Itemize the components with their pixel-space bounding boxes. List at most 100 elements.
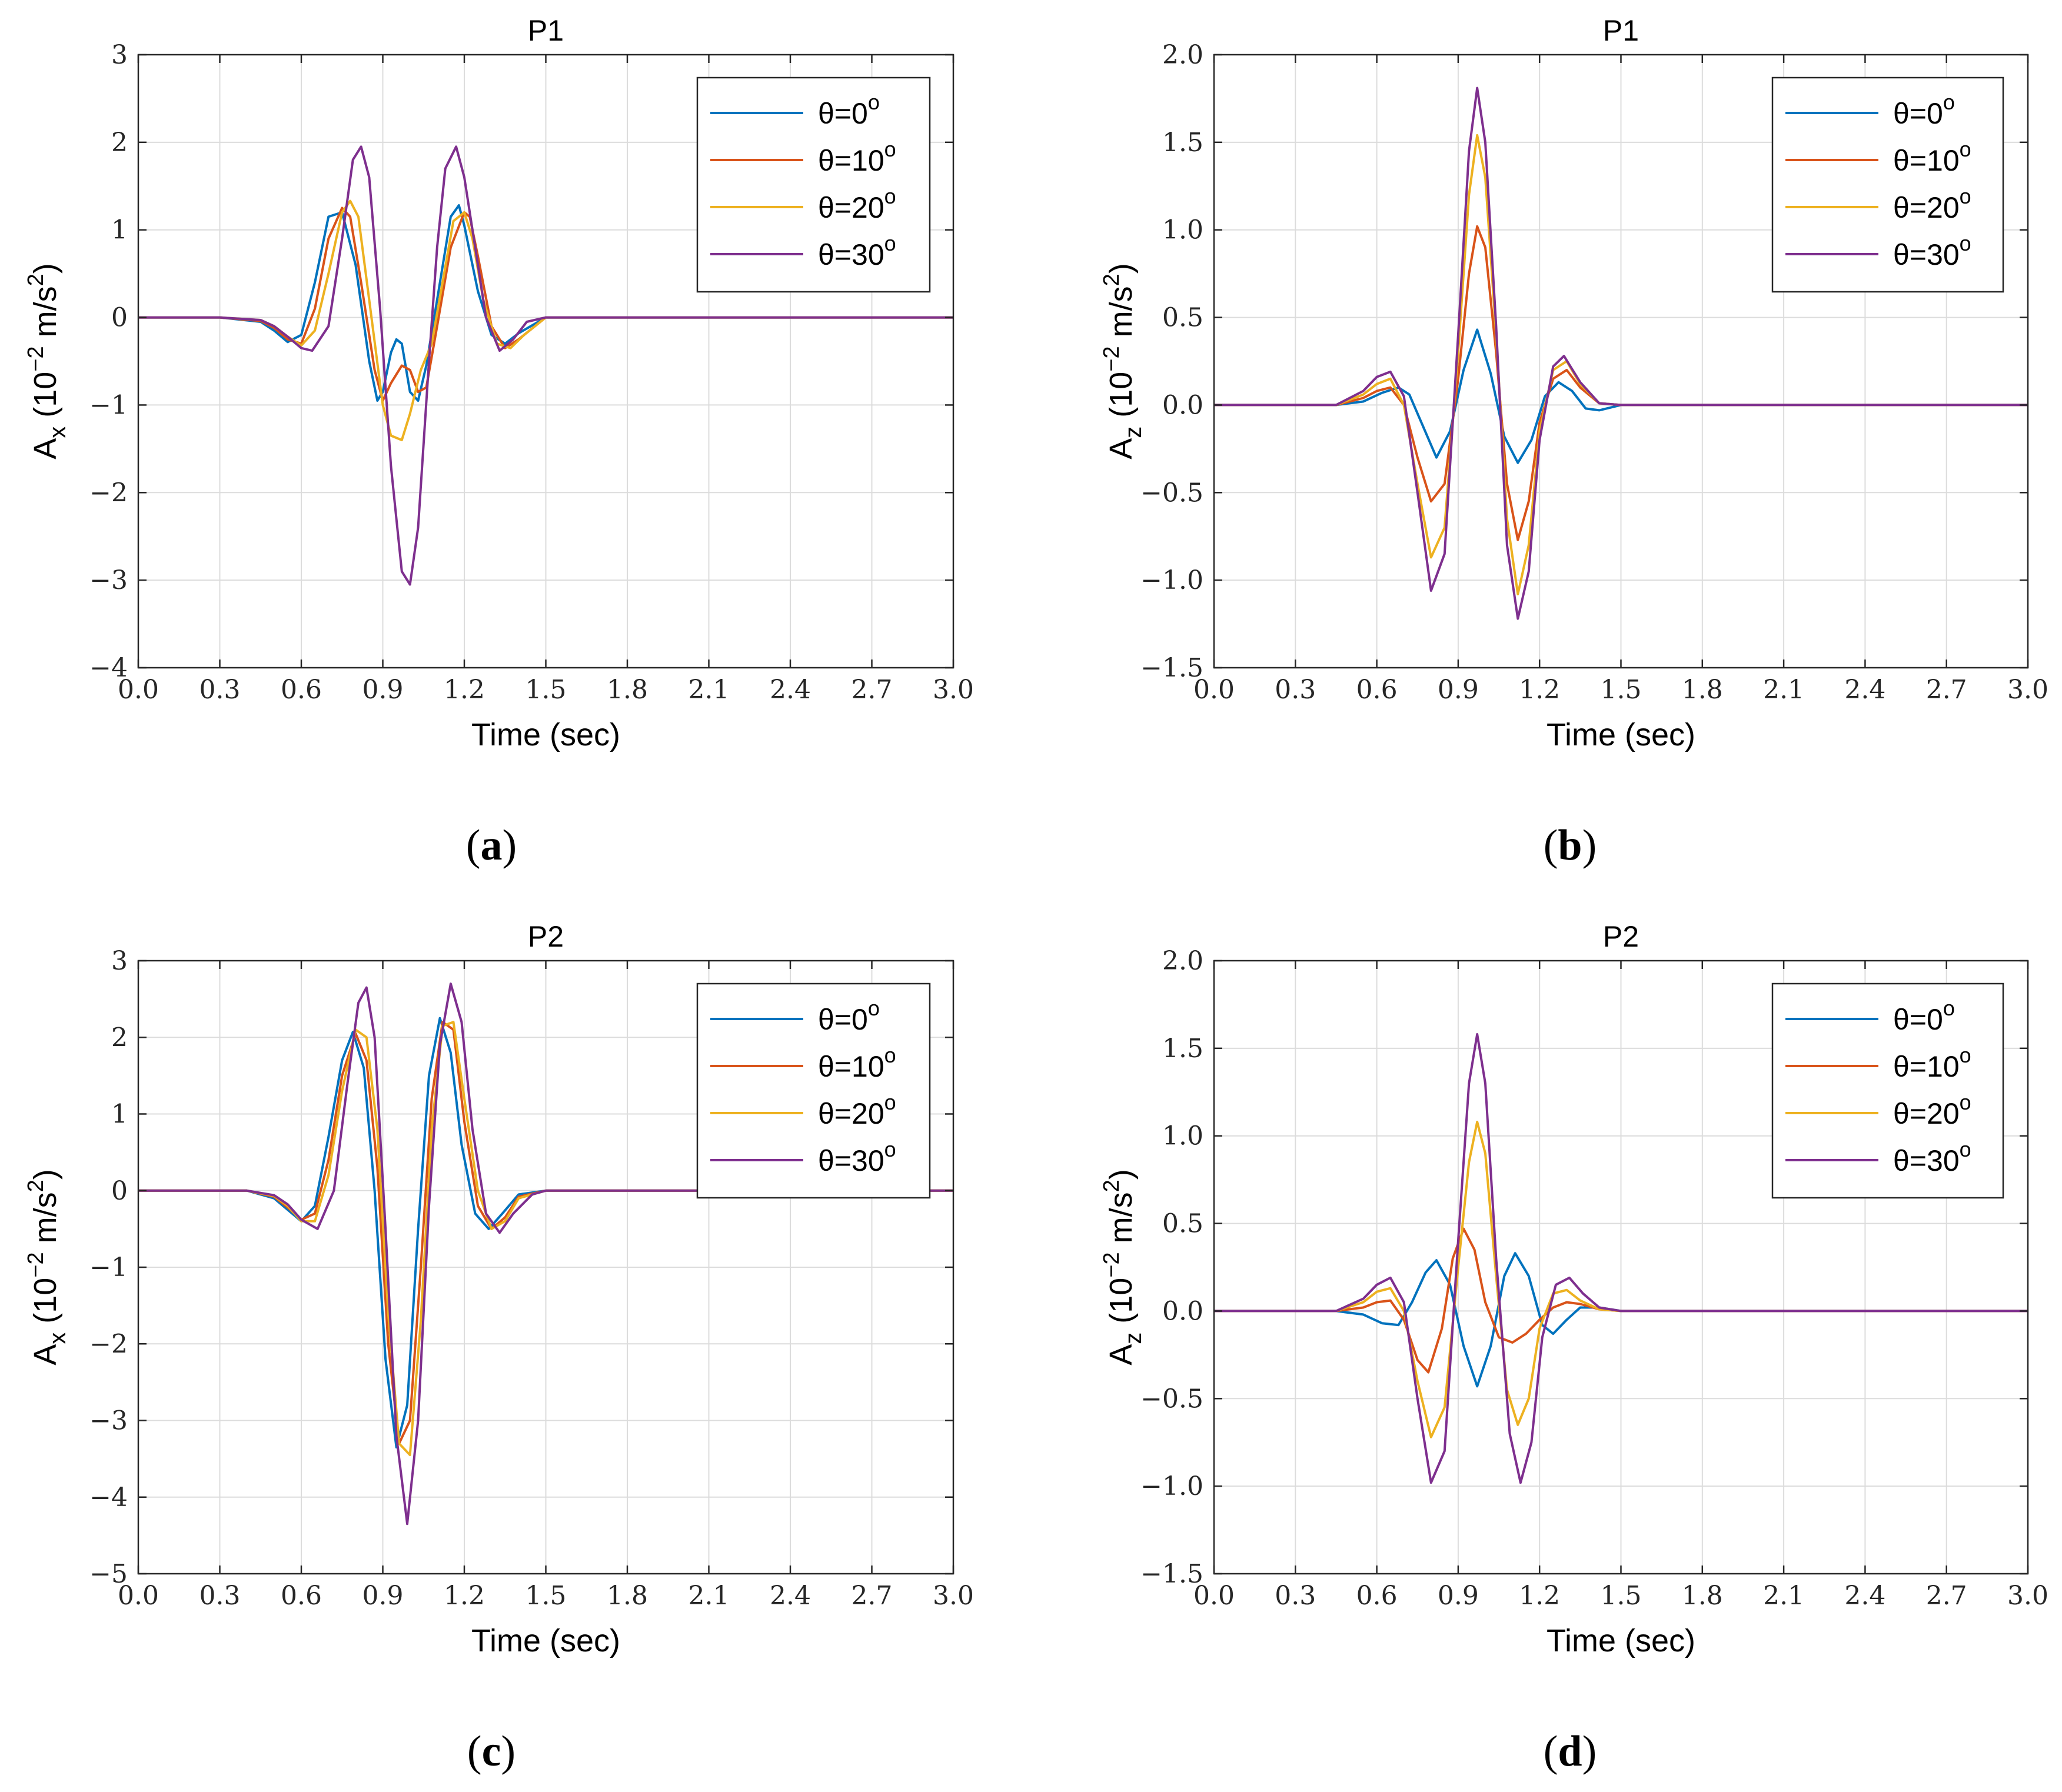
x-tick-label: 2.1 xyxy=(689,1581,730,1611)
x-tick-label: 0.3 xyxy=(1275,675,1316,705)
x-tick-label: 0.3 xyxy=(1275,1581,1316,1611)
panel-label-a: (a) xyxy=(465,821,517,870)
legend-degree: o xyxy=(884,1090,896,1114)
x-tick-label: 1.8 xyxy=(1682,675,1723,705)
y-axis-label: Az (10−2 m/s2) xyxy=(1099,263,1146,459)
y-label-exp: −2 xyxy=(24,346,48,371)
legend-entry-2: θ=10o xyxy=(818,1043,896,1083)
y-tick-label: 2 xyxy=(111,1022,128,1052)
y-tick-label: −2 xyxy=(89,478,128,508)
legend-degree: o xyxy=(1943,996,1955,1020)
y-label-pre: (10 xyxy=(28,372,63,427)
x-tick-label: 3.0 xyxy=(933,675,974,705)
y-tick-label: −3 xyxy=(89,1406,128,1436)
y-tick-label: −2 xyxy=(89,1329,128,1359)
y-tick-label: 0.5 xyxy=(1162,1209,1203,1239)
legend-degree: o xyxy=(1960,137,1971,161)
x-tick-label: 2.7 xyxy=(852,675,893,705)
legend-entry-4: θ=30o xyxy=(818,1137,896,1177)
y-label-unit-exp: 2 xyxy=(1099,1180,1124,1192)
panel-label-b: (b) xyxy=(1543,821,1597,870)
y-tick-label: 3 xyxy=(111,946,128,976)
legend-text: θ=0 xyxy=(1893,97,1943,130)
legend-degree: o xyxy=(884,1137,896,1161)
series-line-1 xyxy=(138,204,953,402)
y-label-unit: m/s xyxy=(1103,286,1139,346)
y-tick-label: 1.5 xyxy=(1162,128,1203,158)
x-tick-label: 2.1 xyxy=(689,675,730,705)
chart-title: P1 xyxy=(1603,14,1639,47)
y-label-var: A xyxy=(28,438,63,459)
panel-label-c: (c) xyxy=(467,1727,516,1776)
x-tick-label: 0.9 xyxy=(362,1581,404,1611)
y-tick-label: 1 xyxy=(111,1100,128,1130)
y-label-close: ) xyxy=(28,263,63,274)
legend-entry-1: θ=0o xyxy=(1893,996,1955,1036)
legend-entry-1: θ=0o xyxy=(1893,90,1955,130)
series-line-4 xyxy=(138,982,953,1525)
y-tick-label: −1.0 xyxy=(1140,1471,1203,1501)
legend-degree: o xyxy=(884,231,896,255)
legend-degree: o xyxy=(1943,90,1955,114)
y-label-var: A xyxy=(1103,1344,1139,1365)
legend-text: θ=10 xyxy=(818,144,884,177)
x-tick-label: 3.0 xyxy=(933,1581,974,1611)
x-tick-label: 1.8 xyxy=(1682,1581,1723,1611)
x-tick-label: 1.5 xyxy=(526,675,567,705)
legend-entry-2: θ=10o xyxy=(1893,1043,1971,1083)
x-tick-label: 0.3 xyxy=(199,1581,241,1611)
y-tick-label: −1.5 xyxy=(1140,653,1203,683)
legend-degree: o xyxy=(1960,1090,1971,1114)
y-label-unit: m/s xyxy=(28,1192,63,1252)
legend-entry-3: θ=20o xyxy=(1893,184,1971,224)
legend-degree: o xyxy=(868,996,880,1020)
x-tick-label: 0.6 xyxy=(1356,675,1398,705)
y-label-exp: −2 xyxy=(24,1252,48,1277)
y-axis-label: Az (10−2 m/s2) xyxy=(1099,1169,1146,1365)
chart-title: P2 xyxy=(1603,920,1639,953)
legend-text: θ=0 xyxy=(818,97,868,130)
legend-degree: o xyxy=(1960,184,1971,208)
y-label-close: ) xyxy=(28,1169,63,1180)
legend-text: θ=20 xyxy=(818,191,884,224)
chart-panel-1: 0.0 0.3 0.6 0.9 1.2 1.5 1.8 2.1 2.4 2.7 3.0 −4 −3 −2 −… xyxy=(24,14,974,752)
series-line-4 xyxy=(138,145,953,586)
legend-text: θ=20 xyxy=(818,1097,884,1130)
x-tick-label: 1.5 xyxy=(1601,1581,1642,1611)
x-tick-label: 0.9 xyxy=(362,675,404,705)
y-label-sub: z xyxy=(1120,427,1146,438)
y-tick-label: 0 xyxy=(111,1176,128,1206)
y-tick-label: 0.0 xyxy=(1162,1296,1203,1326)
legend-entry-1: θ=0o xyxy=(818,996,880,1036)
y-tick-label: 1.0 xyxy=(1162,215,1203,245)
x-axis-label: Time (sec) xyxy=(1546,1623,1695,1658)
y-tick-label: 2.0 xyxy=(1162,946,1203,976)
legend-entry-1: θ=0o xyxy=(818,90,880,130)
x-tick-label: 1.2 xyxy=(1519,675,1560,705)
legend-text: θ=0 xyxy=(1893,1003,1943,1036)
y-label-var: A xyxy=(28,1344,63,1365)
y-tick-label: −4 xyxy=(89,653,128,683)
legend-text: θ=10 xyxy=(1893,144,1960,177)
chart-title: P1 xyxy=(528,14,564,47)
series-line-3 xyxy=(138,1021,953,1457)
x-tick-label: 0.0 xyxy=(118,675,159,705)
y-label-unit-exp: 2 xyxy=(1099,274,1124,286)
x-tick-label: 1.2 xyxy=(444,1581,485,1611)
y-tick-label: −0.5 xyxy=(1140,478,1203,508)
legend-text: θ=20 xyxy=(1893,191,1960,224)
y-tick-label: −1.0 xyxy=(1140,565,1203,595)
legend-degree: o xyxy=(884,184,896,208)
chart-panel-4: 0.0 0.3 0.6 0.9 1.2 1.5 1.8 2.1 2.4 2.7 3.0 −1.5 −1.… xyxy=(1099,920,2048,1658)
legend-degree: o xyxy=(1960,1137,1971,1161)
legend-text: θ=30 xyxy=(818,1144,884,1177)
y-tick-label: 1 xyxy=(111,215,128,245)
series-line-2 xyxy=(1214,225,2028,541)
y-tick-label: 2.0 xyxy=(1162,40,1203,70)
legend-text: θ=10 xyxy=(818,1050,884,1083)
chart-title: P2 xyxy=(528,920,564,953)
